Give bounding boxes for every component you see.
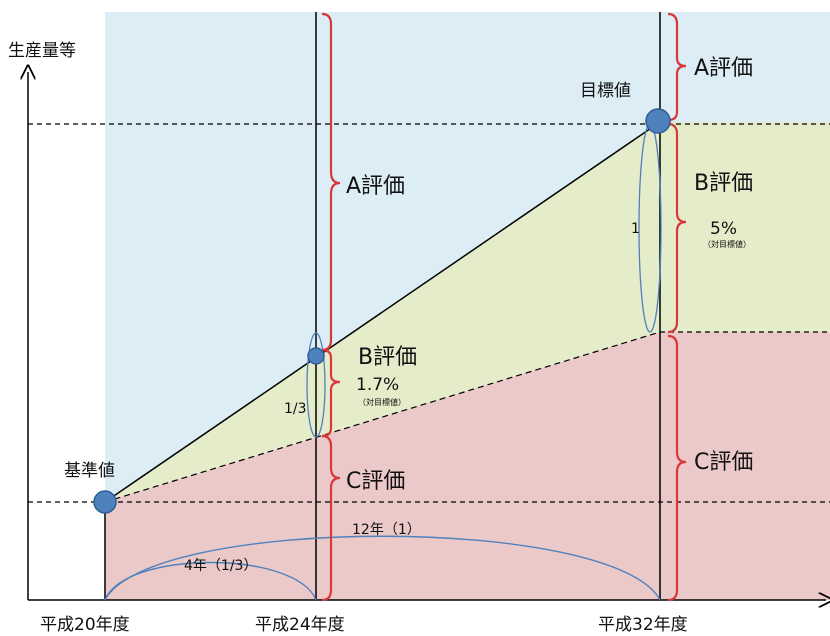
y-axis-label: 生産量等 xyxy=(8,41,76,61)
ratio-ellipse-mid xyxy=(306,332,326,438)
right-c-label: C評価 xyxy=(694,450,753,475)
brace-mid-c xyxy=(321,434,341,602)
right-b-label: B評価 xyxy=(694,171,753,196)
brace-right-b xyxy=(667,122,687,334)
region-b-green xyxy=(105,122,830,502)
right-b-note: （対目標値） xyxy=(703,239,751,249)
mid-c-label: C評価 xyxy=(346,469,405,494)
x-tick-h24: 平成24年度 xyxy=(255,615,345,635)
mid-b-label: B評価 xyxy=(358,345,417,370)
brace-mid-b xyxy=(321,348,341,438)
brace-right-a xyxy=(667,12,687,122)
span-12-years-label: 12年（1） xyxy=(352,522,421,538)
span-4-years-label: 4年（1/3） xyxy=(184,558,257,574)
target-point xyxy=(645,108,671,134)
x-tick-h20: 平成20年度 xyxy=(40,615,130,635)
right-ratio-label: 1 xyxy=(631,221,640,237)
target-point-label: 目標値 xyxy=(580,81,631,101)
mid-b-pct: 1.7% xyxy=(356,375,399,395)
mid-b-note: （対目標値） xyxy=(358,397,406,407)
mid-ratio-label: 1/3 xyxy=(284,401,307,417)
c-threshold-dashed-line xyxy=(104,331,661,503)
region-c-red xyxy=(105,332,830,600)
span-arc-4-years xyxy=(104,561,317,601)
brace-right-c xyxy=(667,334,687,602)
span-arc-12-years xyxy=(104,535,661,601)
target-trend-line xyxy=(104,121,661,503)
base-point xyxy=(93,490,117,514)
right-b-pct: 5% xyxy=(710,219,737,239)
brace-mid-a xyxy=(321,12,341,352)
mid-a-label: A評価 xyxy=(346,174,405,199)
mid-point xyxy=(307,347,325,365)
base-point-label: 基準値 xyxy=(64,461,115,481)
right-a-label: A評価 xyxy=(694,56,753,81)
x-tick-h32: 平成32年度 xyxy=(598,615,688,635)
